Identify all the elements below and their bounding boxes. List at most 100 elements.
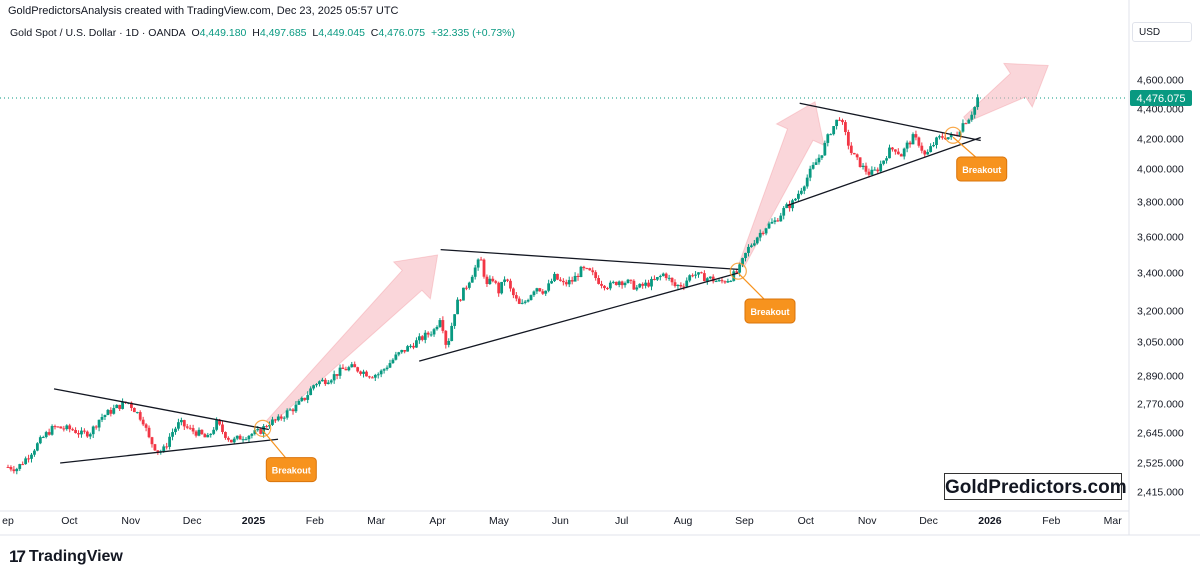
candle-body: [273, 419, 277, 421]
candle-body: [885, 158, 888, 161]
tradingview-logo[interactable]: 17 TradingView: [9, 547, 123, 567]
candle-body: [138, 412, 142, 420]
candle-body: [132, 407, 136, 413]
currency-selector[interactable]: USD: [1132, 22, 1192, 42]
candle-body: [929, 146, 933, 153]
candle-body: [397, 352, 401, 355]
candle-body: [517, 298, 521, 304]
candle-body: [647, 282, 650, 287]
candle-body: [603, 285, 606, 289]
candle-body: [323, 379, 327, 385]
candle-body: [30, 454, 33, 459]
candle-body: [570, 280, 574, 282]
x-tick-label: Jun: [552, 515, 569, 527]
candle-body: [741, 258, 744, 265]
candle-body: [749, 245, 753, 247]
breakout-leader: [952, 136, 978, 159]
candle-body: [970, 114, 974, 120]
candle-body: [776, 220, 780, 222]
candle-body: [520, 302, 524, 304]
candle-body: [423, 332, 427, 340]
candle-body: [773, 220, 777, 222]
candle-body: [253, 430, 257, 434]
y-tick-label: 3,800.000: [1137, 197, 1184, 209]
candle-body: [479, 259, 483, 261]
candle-body: [435, 326, 439, 330]
candle-body: [902, 148, 906, 157]
candle-body: [106, 409, 110, 416]
candle-body: [782, 207, 786, 216]
candle-body: [350, 364, 354, 368]
candle-body: [714, 281, 718, 283]
candle-body: [899, 154, 903, 157]
candle-body: [600, 283, 603, 286]
candle-body: [74, 429, 77, 434]
current-price-label: 4,476.075: [1137, 93, 1186, 105]
candle-body: [670, 277, 674, 283]
candle-body: [708, 276, 712, 279]
candle-body: [758, 232, 762, 238]
candle-body: [823, 142, 827, 156]
candle-body: [33, 450, 36, 455]
candle-body: [729, 280, 733, 282]
candle-body: [594, 272, 598, 279]
candle-body: [702, 273, 706, 282]
candle-body: [579, 266, 583, 278]
candle-body: [306, 395, 310, 400]
candle-body: [291, 409, 295, 412]
candle-body: [559, 279, 562, 281]
candle-body: [844, 122, 847, 133]
candle-body: [720, 280, 724, 282]
candle-body: [91, 426, 95, 435]
candle-body: [629, 279, 633, 281]
candle-body: [320, 379, 324, 382]
candle-body: [805, 177, 809, 187]
candle-body: [356, 367, 360, 372]
candle-body: [112, 408, 116, 414]
candle-body: [121, 401, 124, 409]
candle-body: [949, 134, 953, 138]
candle-body: [814, 162, 818, 165]
candle-body: [203, 434, 207, 438]
projection-arrow: [963, 62, 1049, 123]
candle-body: [556, 273, 559, 280]
candle-body: [494, 281, 498, 283]
candle-body: [6, 466, 10, 468]
candle-body: [441, 320, 445, 331]
candle-body: [638, 283, 642, 288]
symbol-name[interactable]: Gold Spot / U.S. Dollar · 1D · OANDA: [10, 27, 186, 39]
breakout-leader: [262, 429, 287, 459]
candle-body: [464, 287, 468, 289]
candle-body: [532, 291, 536, 296]
candle-body: [206, 434, 210, 438]
candle-body: [447, 340, 451, 345]
candle-body: [12, 469, 16, 472]
candle-body: [973, 107, 977, 115]
candle-body: [53, 426, 57, 428]
candle-body: [197, 429, 201, 436]
candle-body: [15, 468, 19, 472]
candle-body: [338, 367, 342, 376]
candle-body: [262, 426, 266, 434]
candle-body: [735, 271, 739, 273]
candle-body: [764, 228, 768, 234]
candle-body: [259, 429, 263, 434]
candle-body: [752, 243, 756, 246]
low-label: L: [312, 27, 319, 39]
candle-body: [194, 431, 198, 436]
candle-body: [888, 147, 891, 159]
candle-body: [400, 349, 404, 353]
x-tick-label: Nov: [121, 515, 140, 527]
candle-body: [476, 259, 480, 268]
candle-body: [841, 120, 844, 123]
candle-body: [168, 436, 172, 447]
candle-body: [779, 215, 783, 222]
breakout-box: [265, 457, 317, 483]
candle-body: [541, 291, 545, 294]
candle-body: [588, 268, 592, 271]
candle-body: [644, 282, 648, 286]
candle-body: [550, 281, 553, 284]
candle-body: [218, 419, 221, 425]
candle-body: [611, 281, 615, 283]
